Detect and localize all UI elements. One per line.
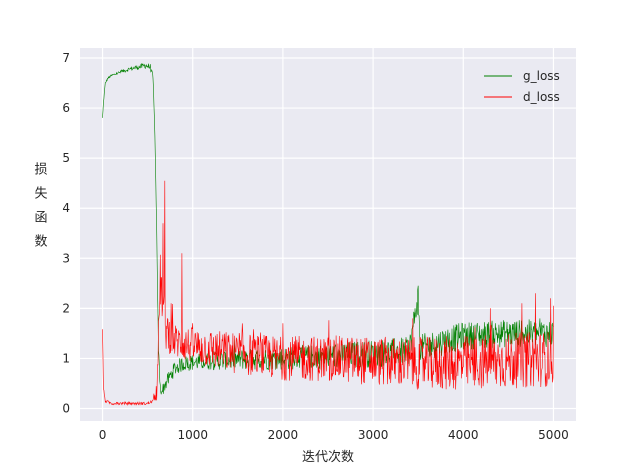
x-tick-label: 3000 [358, 428, 389, 442]
y-tick-label: 1 [62, 351, 70, 365]
series-line-d_loss [102, 180, 554, 406]
x-tick-label: 5000 [538, 428, 569, 442]
y-tick-label: 0 [62, 401, 70, 415]
y-tick-label: 2 [62, 301, 70, 315]
y-tick-label: 3 [62, 251, 70, 265]
x-tick-label: 2000 [268, 428, 299, 442]
y-axis-label-char: 失 [34, 187, 47, 202]
y-tick-label: 7 [62, 51, 70, 65]
x-tick-label: 4000 [448, 428, 479, 442]
y-tick-label: 5 [62, 151, 70, 165]
y-tick-labels: 0 1 2 3 4 5 6 7 [62, 51, 70, 415]
legend: g_loss d_loss [484, 69, 560, 104]
legend-label-g_loss: g_loss [523, 69, 560, 83]
x-axis-label: 迭代次数 [302, 449, 354, 465]
grid-lines [80, 48, 576, 421]
y-axis-label-char: 损 [34, 163, 47, 178]
legend-label-d_loss: d_loss [523, 90, 560, 104]
y-axis-label-char: 函 [34, 211, 47, 226]
y-tick-label: 6 [62, 101, 70, 115]
series-layer [102, 62, 554, 406]
x-tick-label: 0 [99, 428, 107, 442]
y-tick-label: 4 [62, 201, 70, 215]
series-line-g_loss [102, 62, 554, 395]
x-tick-labels: 0 1000 2000 3000 4000 5000 [99, 428, 569, 442]
y-axis-label-char: 数 [34, 235, 47, 250]
x-tick-label: 1000 [177, 428, 208, 442]
plot-background [80, 48, 576, 421]
